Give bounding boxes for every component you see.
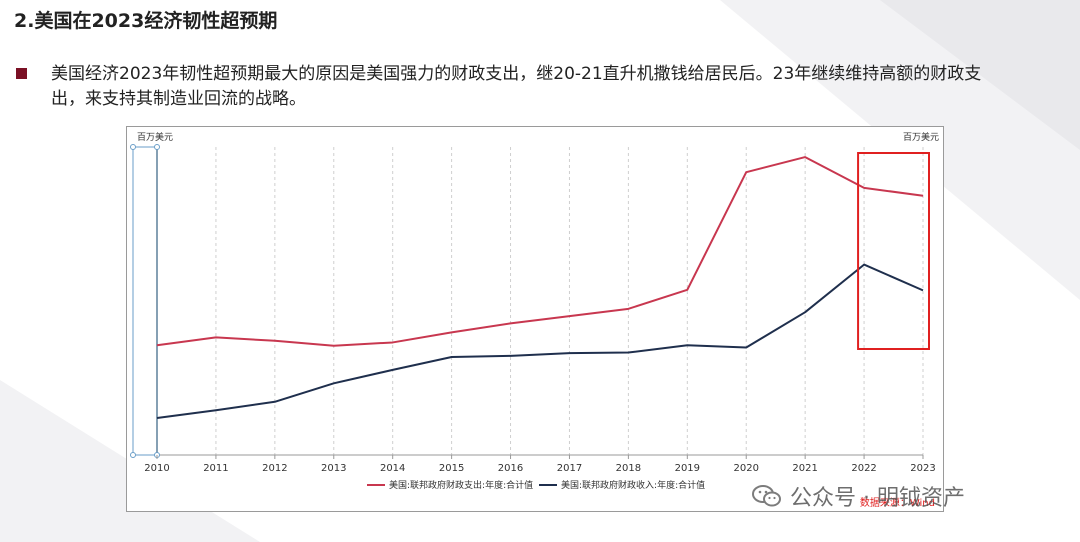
x-tick-label: 2011 (203, 463, 228, 474)
highlight-box (857, 152, 930, 350)
chart-container: 百万美元 百万美元 2010 2011 2012 2013 2014 2015 2016 2017… (126, 126, 944, 512)
x-tick-label: 2020 (734, 463, 759, 474)
page-title: 2.美国在2023经济韧性超预期 (14, 10, 278, 32)
x-tick-label: 2013 (321, 463, 346, 474)
x-tick-label: 2021 (792, 463, 817, 474)
x-tick-label: 2017 (557, 463, 582, 474)
series-line-1 (156, 156, 924, 347)
x-tick-label: 2012 (262, 463, 287, 474)
x-tick-label: 2016 (498, 463, 523, 474)
x-tick-label: 2015 (439, 463, 464, 474)
x-tick-label: 2019 (675, 463, 700, 474)
x-tick-label: 2023 (910, 463, 935, 474)
legend-label-spending: 美国:联邦政府财政支出:年度:合计值 (389, 479, 533, 491)
x-tick-label: 2022 (851, 463, 876, 474)
legend-label-revenue: 美国:联邦政府财政收入:年度:合计值 (561, 479, 705, 491)
x-tick-label: 2014 (380, 463, 405, 474)
wechat-icon (752, 485, 781, 507)
data-source: 数据来源：Wind (860, 496, 935, 509)
axis-selection-box (132, 146, 158, 456)
watermark-text: 公众号 · 明钺资产 (790, 486, 965, 511)
selection-handle (154, 144, 160, 150)
y-axis-unit-right: 百万美元 (903, 131, 939, 143)
selection-handle (130, 144, 136, 150)
x-tick-label: 2010 (144, 463, 169, 474)
bullet-point: 美国经济2023年韧性超预期最大的原因是美国强力的财政支出，继20-21直升机撒… (16, 62, 1036, 112)
line-chart: 百万美元 百万美元 2010 2011 2012 2013 2014 2015 2016 2017… (130, 131, 939, 509)
watermark: 公众号 · 明钺资产 (752, 480, 965, 512)
selection-handle (130, 452, 136, 458)
x-tick-label: 2018 (616, 463, 641, 474)
bullet-text: 美国经济2023年韧性超预期最大的原因是美国强力的财政支出，继20-21直升机撒… (51, 64, 982, 109)
y-axis-unit-left: 百万美元 (137, 131, 173, 143)
series-line-2 (156, 263, 924, 420)
bullet-marker (16, 68, 27, 79)
